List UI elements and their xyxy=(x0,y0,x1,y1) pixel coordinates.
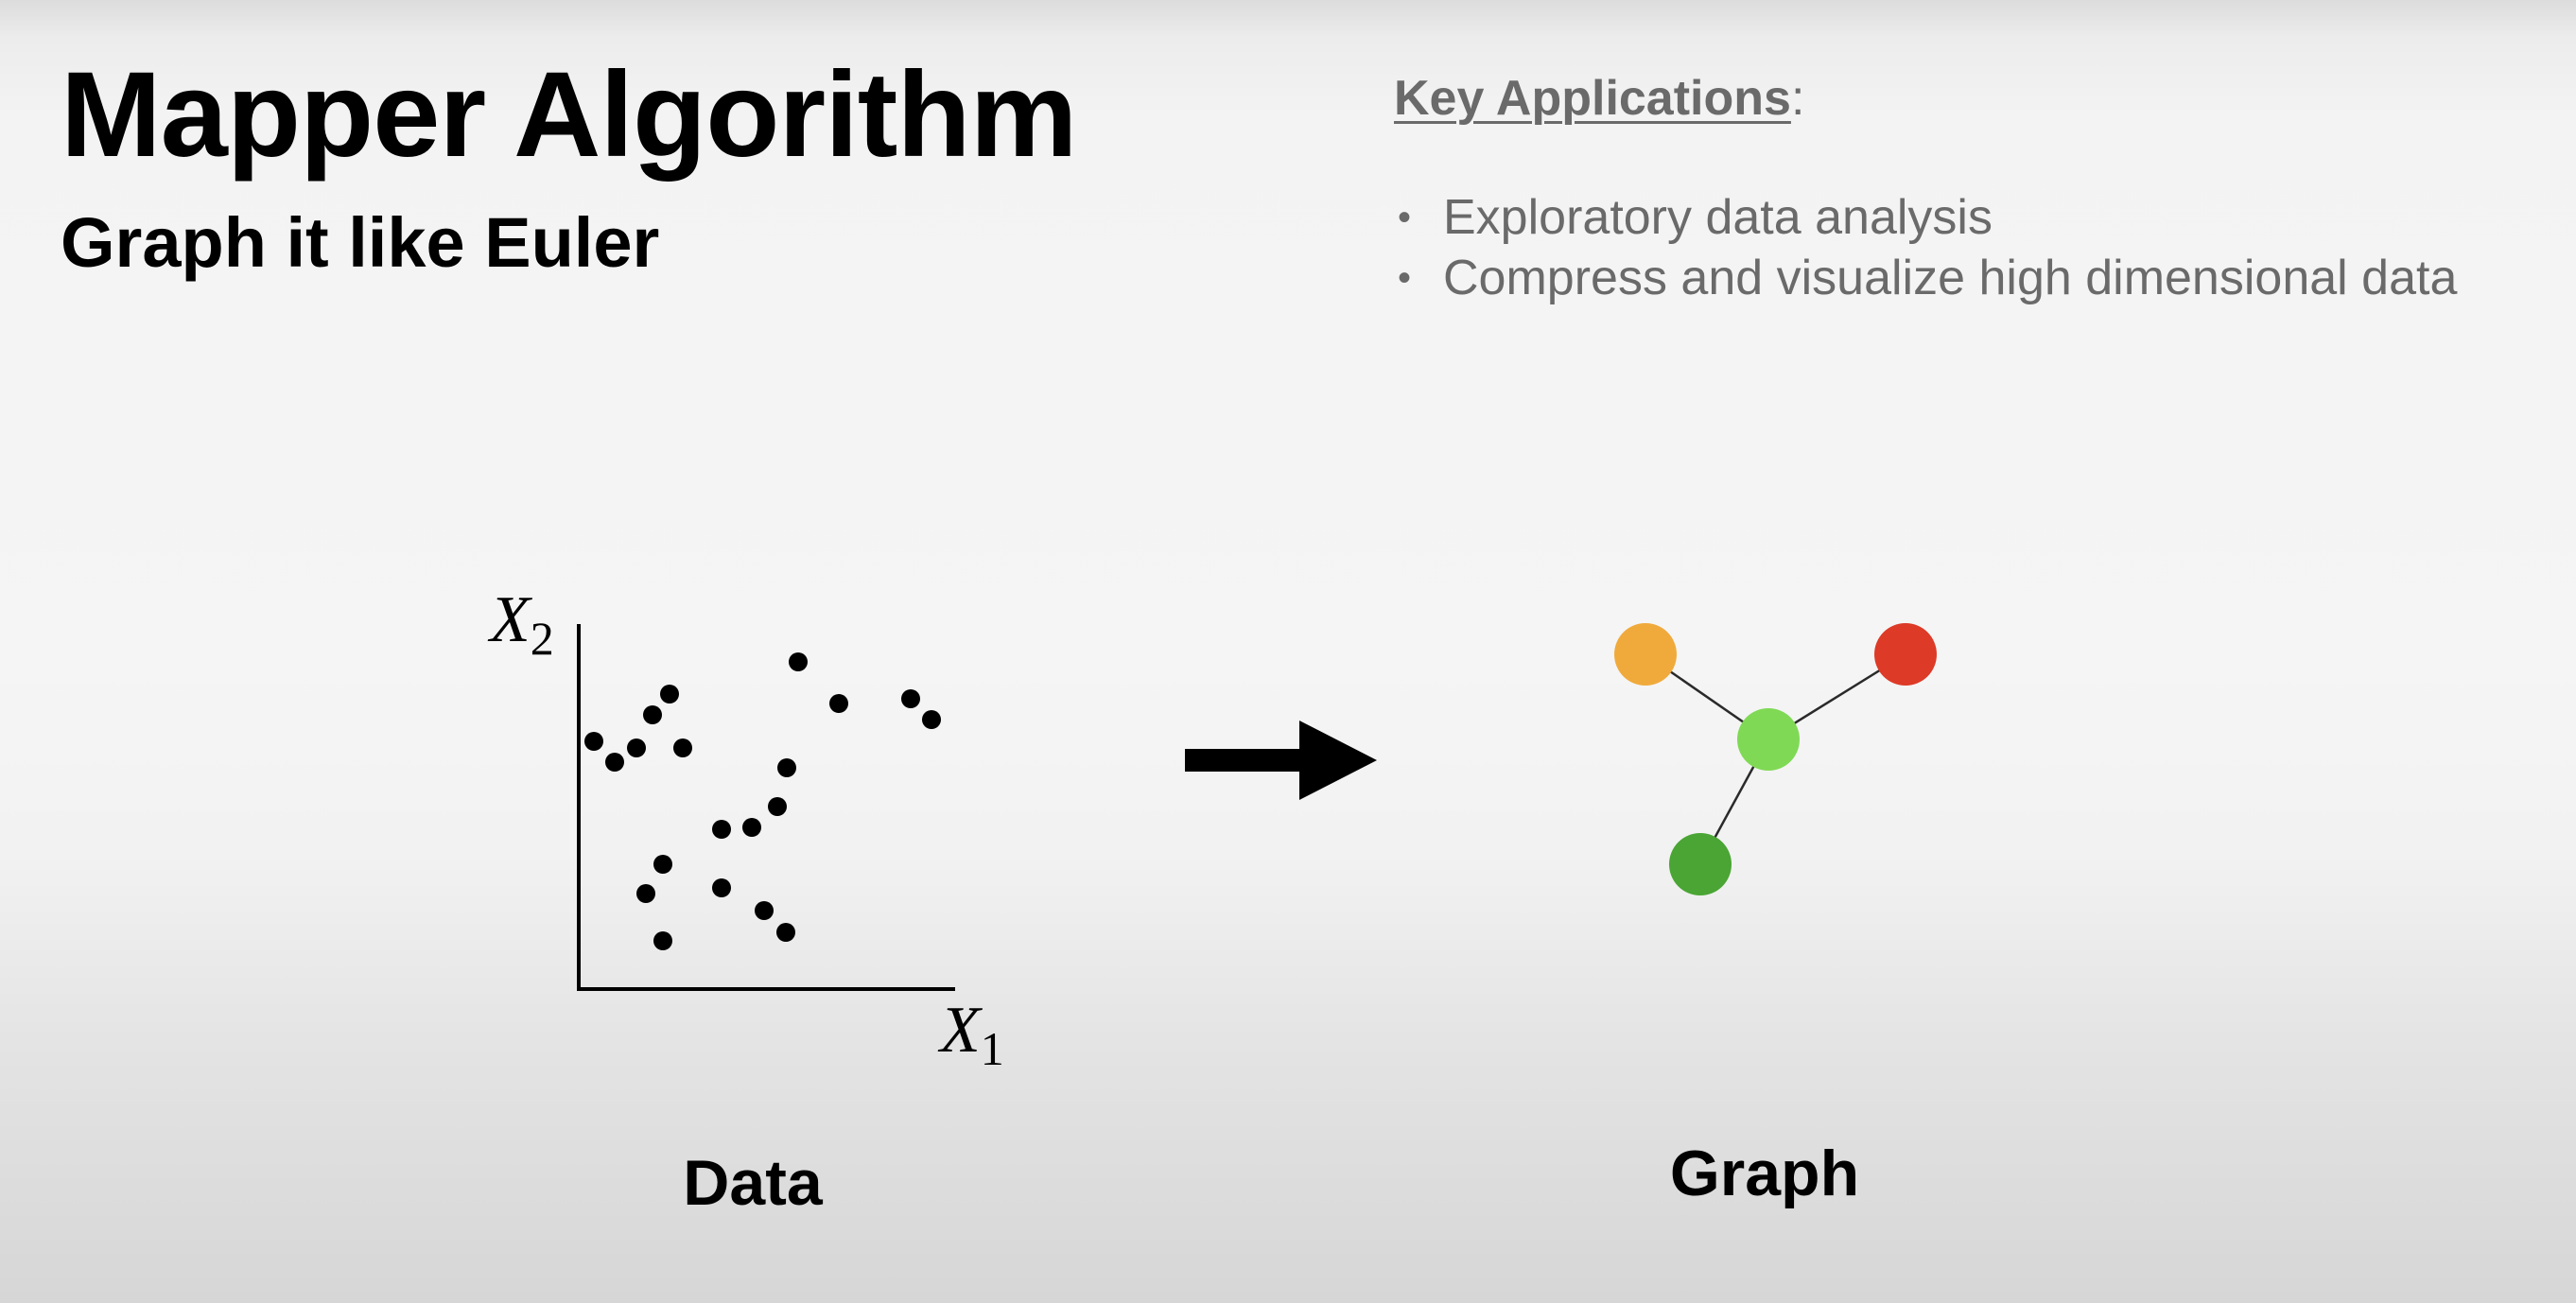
x-axis-label: X1 xyxy=(937,994,1004,1075)
application-text: Exploratory data analysis xyxy=(1443,190,1993,245)
bullet-icon: • xyxy=(1398,197,1412,238)
key-applications-colon: : xyxy=(1790,71,1805,126)
arrow-head xyxy=(1299,721,1377,800)
data-point xyxy=(901,689,920,708)
mapper-graph xyxy=(1614,623,1937,895)
data-point xyxy=(742,818,761,837)
key-applications-heading: Key Applications: xyxy=(1394,70,1804,127)
data-point xyxy=(777,758,796,777)
graph-node-center xyxy=(1737,708,1800,771)
data-point xyxy=(643,705,662,724)
data-point xyxy=(776,923,795,942)
graph-node-red xyxy=(1874,623,1937,686)
right-arrow-icon xyxy=(1185,721,1377,800)
data-point xyxy=(922,710,941,729)
data-point xyxy=(673,738,692,757)
application-item: • Exploratory data analysis xyxy=(1394,187,2457,248)
y-axis-label: X2 xyxy=(487,583,554,665)
slide-subtitle: Graph it like Euler xyxy=(61,203,660,282)
graph-node-orange xyxy=(1614,623,1677,686)
arrow-shaft xyxy=(1185,749,1308,772)
data-point xyxy=(712,878,731,897)
data-point xyxy=(712,820,731,839)
data-point xyxy=(584,732,603,751)
data-point xyxy=(789,652,808,671)
data-point xyxy=(660,685,679,704)
data-point xyxy=(829,694,848,713)
bullet-icon: • xyxy=(1398,257,1412,299)
application-item: • Compress and visualize high dimensiona… xyxy=(1394,248,2457,308)
key-applications-label: Key Applications xyxy=(1394,71,1791,126)
data-point xyxy=(755,901,774,920)
graph-node-dark-green xyxy=(1669,833,1732,895)
application-text: Compress and visualize high dimensional … xyxy=(1443,251,2458,305)
data-point xyxy=(653,931,672,950)
data-point xyxy=(605,753,624,772)
data-point xyxy=(653,855,672,874)
data-point xyxy=(627,738,646,757)
scatter-points xyxy=(584,652,941,950)
data-point xyxy=(636,884,655,903)
data-caption: Data xyxy=(683,1147,823,1219)
graph-caption: Graph xyxy=(1669,1138,1860,1209)
key-applications-list: • Exploratory data analysis • Compress a… xyxy=(1394,187,2457,308)
data-point xyxy=(768,797,787,816)
slide-title: Mapper Algorithm xyxy=(61,47,1077,182)
scatter-plot: X2 X1 xyxy=(487,583,1004,1075)
